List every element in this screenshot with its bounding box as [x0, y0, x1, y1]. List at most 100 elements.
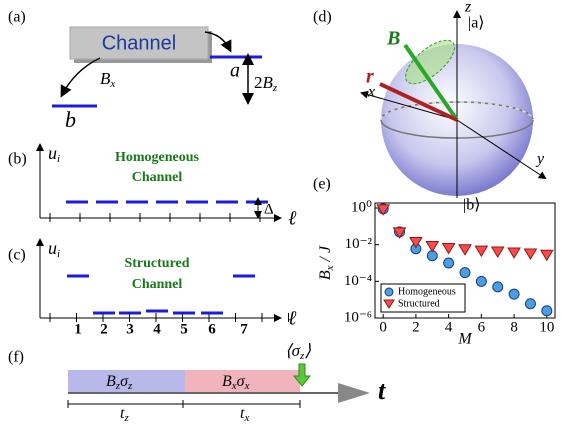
- sub: x: [244, 380, 250, 392]
- panel-label: (b): [8, 151, 27, 168]
- rest: / J: [317, 245, 334, 265]
- coupling-z: 2Bz: [254, 73, 278, 94]
- site-label: 6: [208, 321, 216, 337]
- point: [458, 244, 472, 256]
- panel-label: (d): [313, 9, 332, 26]
- sub: x: [231, 380, 237, 392]
- arrow: [60, 57, 101, 98]
- site-label: 1: [74, 321, 82, 337]
- point: [425, 241, 440, 253]
- pulse-label: Bzσz: [106, 373, 133, 392]
- channel-text: Channel: [102, 32, 177, 54]
- field-label: B: [386, 28, 400, 50]
- panel-b: (b) ui ℓ Homogeneous Channel Δ: [8, 143, 297, 230]
- y-axis-label: Bx / J: [317, 245, 336, 280]
- axis-label: z: [464, 0, 472, 16]
- panel-title: Channel: [132, 170, 183, 185]
- y-tick-label: 10⁻²: [345, 236, 373, 252]
- channel-box: [69, 26, 209, 60]
- x-axis-label: ℓ: [288, 208, 297, 230]
- sub: z: [299, 350, 305, 362]
- panel-f: (f) t Bzσz Bxσx ⟨σz⟩ tz tx: [8, 341, 386, 424]
- point: [508, 288, 520, 300]
- x-tick-label: 10: [539, 319, 554, 335]
- field-vector: [403, 43, 459, 122]
- point: [539, 249, 554, 262]
- site-label: 5: [180, 321, 188, 337]
- panel-e: (e) 0 2 4 6 8 10 10⁰ 10⁻² 10⁻⁴ 10⁻⁶ M Bx / J Homogene…: [313, 176, 556, 348]
- sub: x: [109, 78, 115, 90]
- y-tick-label: 10⁻⁶: [344, 309, 372, 325]
- panel-title: Channel: [132, 277, 183, 292]
- panel-label: (e): [313, 176, 331, 193]
- sub: i: [57, 153, 60, 165]
- sym: u: [48, 238, 57, 258]
- legend-marker: [383, 299, 395, 309]
- time-label: t: [378, 376, 386, 405]
- axis-label: y: [535, 151, 545, 168]
- y-axis-label: ui: [48, 143, 60, 164]
- interval-label: tx: [240, 405, 249, 424]
- panel-label: (a): [8, 9, 26, 26]
- x-tick-label: 0: [379, 319, 387, 335]
- y-axis: [456, 119, 547, 180]
- op: σ: [237, 373, 246, 390]
- point: [376, 204, 391, 216]
- sym: B: [317, 270, 334, 280]
- point: [475, 275, 487, 287]
- sym: B: [222, 373, 232, 390]
- interval-label: tz: [120, 405, 129, 424]
- measure-arrow: [292, 363, 312, 387]
- arrow: [204, 31, 232, 53]
- point: [459, 267, 471, 279]
- y-tick-label: 10⁻⁴: [344, 273, 372, 289]
- vector-label: r: [366, 66, 374, 88]
- ticks: [49, 213, 261, 222]
- sym: t: [120, 405, 125, 422]
- state-a: a: [230, 60, 240, 82]
- site-label: 2: [100, 321, 108, 337]
- sites: 1 2 3 4 5 6 7: [67, 274, 255, 337]
- sub: z: [123, 412, 129, 424]
- point: [409, 236, 423, 249]
- point: [541, 305, 553, 317]
- op: σ: [120, 373, 129, 390]
- sub: z: [272, 82, 278, 94]
- panel-title: Homogeneous: [115, 150, 200, 165]
- point: [392, 227, 407, 239]
- sym: t: [240, 405, 245, 422]
- site-label: 4: [153, 321, 161, 337]
- point: [441, 243, 456, 255]
- y-axis-label: ui: [48, 238, 60, 259]
- axis-label: x: [367, 84, 375, 101]
- coef: 2: [254, 73, 263, 92]
- sym: B: [106, 373, 116, 390]
- x-tick-label: 8: [510, 319, 518, 335]
- x-axis-label: ℓ: [288, 308, 297, 330]
- open: ⟨σ: [285, 341, 301, 360]
- pulse-x: [185, 370, 300, 394]
- close: ⟩: [304, 341, 311, 360]
- panel-title: Structured: [124, 256, 189, 271]
- site-label: 7: [240, 321, 248, 337]
- sub: x: [324, 265, 336, 271]
- x-axis-label: M: [457, 331, 473, 348]
- point: [490, 246, 505, 258]
- sub: x: [243, 412, 249, 424]
- panel-d: (d) z |a⟩ x y |b⟩ B r: [313, 0, 547, 214]
- sub: i: [57, 248, 60, 260]
- state-vector: [379, 82, 458, 122]
- arrow-head: [338, 383, 370, 403]
- panel-label: (c): [8, 247, 26, 264]
- site-label: 3: [126, 321, 134, 337]
- point: [474, 245, 489, 258]
- sym: B: [263, 73, 274, 92]
- precession-cone: [405, 39, 455, 85]
- point: [523, 248, 538, 260]
- legend-label: Structured: [398, 298, 440, 309]
- panel-a: (a) Channel a 2Bz Bx b: [8, 9, 278, 132]
- gap-label: Δ: [264, 201, 274, 217]
- x-tick-label: 6: [478, 319, 486, 335]
- measure-label: ⟨σz⟩: [285, 341, 311, 362]
